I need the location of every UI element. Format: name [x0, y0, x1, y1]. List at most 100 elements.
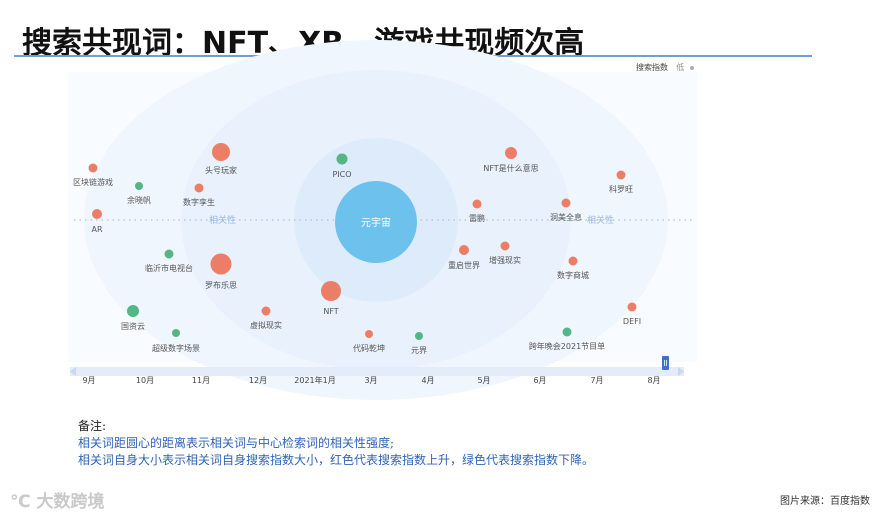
- keyword-label: 区块链游戏: [73, 177, 113, 187]
- watermark-logo: ℃ 大数跨境: [10, 487, 105, 512]
- keyword-bubble-rising[interactable]: [88, 163, 98, 173]
- timeline[interactable]: 9月 10月 11月 12月 2021年1月 3月 4月 5月 6月 7月 8月: [70, 356, 684, 385]
- keyword-bubble-rising[interactable]: [616, 170, 626, 180]
- keyword-bubble-falling[interactable]: [164, 249, 174, 259]
- keyword-item[interactable]: 临沂市电视台: [145, 249, 193, 274]
- keyword-item[interactable]: 科罗旺: [609, 170, 633, 195]
- center-keyword[interactable]: 元宇宙: [335, 181, 417, 263]
- keyword-item[interactable]: 数字孪生: [183, 183, 215, 208]
- keyword-item[interactable]: NFT: [321, 281, 341, 316]
- keyword-label: 洞美全息: [550, 212, 582, 222]
- keyword-label: 重启世界: [448, 260, 480, 270]
- keyword-item[interactable]: 超级数字场景: [152, 329, 200, 353]
- keyword-item[interactable]: 雷鹏: [469, 199, 485, 224]
- keyword-bubble-falling[interactable]: [172, 329, 180, 337]
- timeline-right-arrow-icon[interactable]: [678, 367, 684, 376]
- keyword-item[interactable]: 跨年晚会2021节目单: [529, 327, 605, 352]
- legend-low: 低: [676, 63, 685, 72]
- keyword-bubble-rising[interactable]: [561, 198, 571, 208]
- keyword-bubble-rising[interactable]: [505, 147, 517, 159]
- keyword-bubble-rising[interactable]: [261, 306, 271, 316]
- relevance-label-right: 相关性: [587, 214, 614, 226]
- keyword-label: 增强现实: [489, 255, 521, 265]
- timeline-tick-label[interactable]: 11月: [192, 376, 210, 385]
- keyword-bubble-rising[interactable]: [212, 143, 230, 161]
- timeline-tick-label[interactable]: 4月: [421, 376, 434, 385]
- keyword-item[interactable]: 数字商城: [557, 256, 589, 281]
- timeline-left-arrow-icon[interactable]: [70, 367, 76, 376]
- relevance-label-left: 相关性: [209, 214, 236, 226]
- keyword-label: 代码乾坤: [353, 343, 385, 353]
- keyword-bubble-falling[interactable]: [562, 327, 572, 337]
- keyword-item[interactable]: 余晓帆: [127, 182, 151, 205]
- keyword-item[interactable]: 代码乾坤: [353, 330, 385, 353]
- keyword-label: 雷鹏: [469, 213, 485, 223]
- timeline-tick-label[interactable]: 7月: [590, 376, 603, 385]
- keyword-item[interactable]: 国资云: [121, 305, 145, 331]
- keyword-label: 元界: [411, 346, 427, 355]
- keyword-bubble-rising[interactable]: [321, 281, 341, 301]
- center-word: 元宇宙: [361, 216, 391, 229]
- keyword-bubble-falling[interactable]: [127, 305, 139, 317]
- timeline-tick-label[interactable]: 12月: [249, 376, 267, 385]
- keyword-label: 余晓帆: [127, 195, 151, 205]
- timeline-track: [70, 367, 684, 376]
- timeline-tick-label[interactable]: 10月: [136, 376, 154, 385]
- keyword-item[interactable]: 虚拟现实: [250, 306, 282, 331]
- keyword-bubble-rising[interactable]: [500, 241, 510, 251]
- keyword-label: NFT是什么意思: [483, 163, 538, 173]
- keyword-label: DEFI: [623, 317, 641, 326]
- timeline-tick-label[interactable]: 6月: [533, 376, 546, 385]
- keyword-item[interactable]: AR: [91, 209, 103, 234]
- keyword-label: AR: [91, 225, 102, 234]
- timeline-tick-label[interactable]: 8月: [647, 376, 660, 385]
- search-index-legend: 搜索指数 低: [636, 62, 695, 73]
- keyword-bubble-falling[interactable]: [336, 153, 348, 165]
- notes-line-2: 相关词自身大小表示相关词自身搜索指数大小，红色代表搜索指数上升，绿色代表搜索指数…: [78, 453, 595, 467]
- timeline-handle[interactable]: [662, 356, 669, 370]
- keyword-bubble-rising[interactable]: [459, 245, 469, 255]
- timeline-tick-label[interactable]: 9月: [82, 376, 95, 385]
- timeline-tick-label[interactable]: 3月: [364, 376, 377, 385]
- keyword-bubble-falling[interactable]: [135, 182, 143, 190]
- keyword-label: 科罗旺: [609, 184, 633, 194]
- keyword-label: 超级数字场景: [152, 343, 200, 353]
- keyword-item[interactable]: 区块链游戏: [73, 163, 113, 188]
- timeline-tick-label[interactable]: 2021年1月: [294, 375, 335, 385]
- keyword-bubble-rising[interactable]: [627, 302, 637, 312]
- keyword-item[interactable]: DEFI: [623, 302, 641, 327]
- keyword-item[interactable]: 罗布乐思: [205, 253, 237, 291]
- image-source: 图片来源：百度指数: [780, 496, 870, 507]
- keyword-label: 虚拟现实: [250, 320, 282, 330]
- keyword-bubble-rising[interactable]: [92, 209, 102, 219]
- notes-line-1: 相关词距圆心的距离表示相关词与中心检索词的相关性强度;: [78, 436, 395, 450]
- keyword-label: 头号玩家: [205, 165, 237, 175]
- notes: 备注: 相关词距圆心的距离表示相关词与中心检索词的相关性强度; 相关词自身大小表…: [78, 418, 594, 469]
- keyword-label: 跨年晚会2021节目单: [529, 341, 605, 351]
- center-bubble[interactable]: [335, 181, 417, 263]
- notes-heading: 备注:: [78, 419, 107, 433]
- timeline-tick-label[interactable]: 5月: [477, 376, 490, 385]
- keyword-item[interactable]: 增强现实: [489, 241, 521, 266]
- legend-dot-icon: [690, 65, 695, 70]
- watermark-text: 大数跨境: [36, 492, 105, 512]
- keyword-bubble-rising[interactable]: [472, 199, 482, 209]
- keyword-item[interactable]: 重启世界: [448, 245, 480, 270]
- keyword-bubble-falling[interactable]: [415, 332, 423, 340]
- keyword-bubble-rising[interactable]: [210, 253, 232, 275]
- keyword-label: 数字商城: [557, 270, 589, 280]
- keyword-bubble-rising[interactable]: [568, 256, 578, 266]
- keyword-label: 国资云: [121, 321, 145, 331]
- keyword-label: PICO: [332, 170, 351, 179]
- keyword-item[interactable]: NFT是什么意思: [483, 147, 539, 173]
- keyword-item[interactable]: PICO: [332, 153, 352, 180]
- keyword-item[interactable]: 洞美全息: [550, 198, 582, 223]
- legend-label: 搜索指数: [636, 63, 668, 72]
- keyword-item[interactable]: 头号玩家: [205, 143, 237, 175]
- keyword-item[interactable]: 元界: [411, 332, 427, 355]
- keyword-bubble-rising[interactable]: [194, 183, 204, 193]
- keyword-bubble-rising[interactable]: [365, 330, 373, 338]
- keyword-label: NFT: [323, 307, 338, 316]
